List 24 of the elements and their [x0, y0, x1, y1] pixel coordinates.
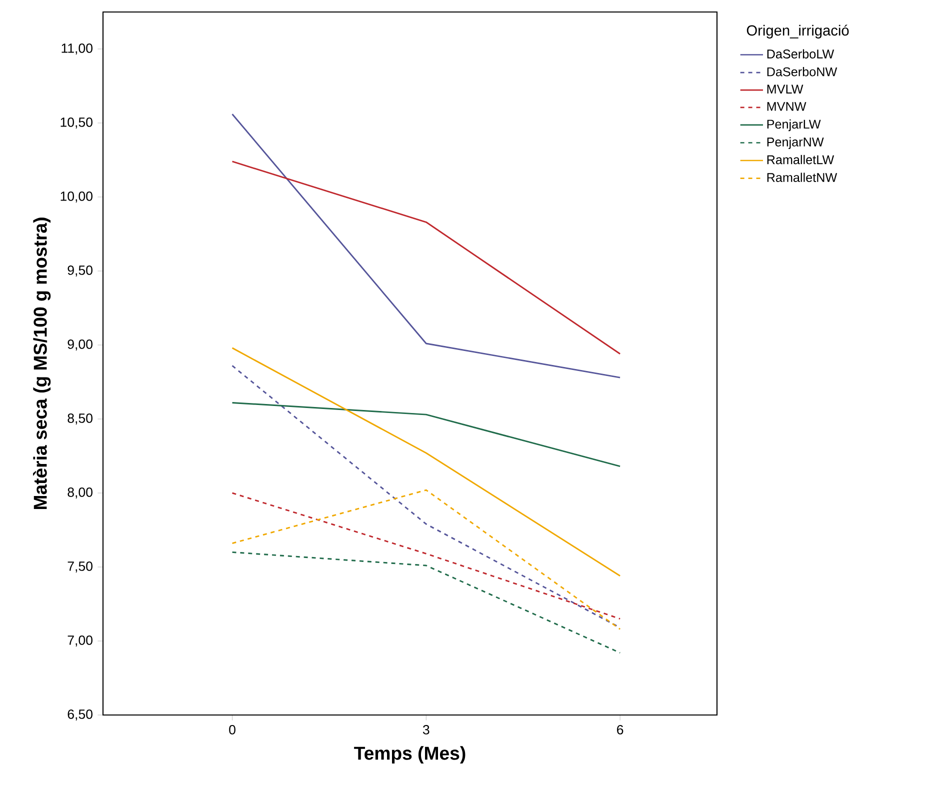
y-tick-label: 8,00 [68, 488, 92, 498]
y-tick-label: 7,50 [68, 562, 92, 572]
legend-label: MVNW [767, 102, 806, 111]
y-tick-label: 9,00 [68, 340, 92, 350]
x-tick-label: 6 [617, 725, 624, 734]
y-axis-title: Matèria seca (g MS/100 g mostra) [33, 218, 51, 510]
x-tick-label: 0 [229, 725, 236, 734]
y-tick-label: 7,00 [68, 636, 92, 646]
legend-label: DaSerboLW [767, 49, 834, 58]
y-tick-label: 10,50 [60, 118, 92, 128]
x-axis-title: Temps (Mes) [354, 746, 466, 764]
y-tick-label: 6,50 [68, 710, 92, 720]
y-tick-label: 9,50 [68, 266, 92, 276]
legend-label: MVLW [767, 84, 804, 94]
y-tick-label: 11,00 [62, 44, 92, 54]
x-tick-label: 3 [422, 725, 430, 734]
legend-label: PenjarLW [767, 119, 821, 132]
y-tick-label: 8,50 [68, 414, 92, 424]
legend-title: Origen_irrigació [746, 24, 849, 38]
legend-label: PenjarNW [767, 137, 824, 149]
legend-label: RamalletNW [767, 172, 838, 182]
y-tick-label: 10,00 [60, 192, 92, 202]
legend-label: RamalletLW [767, 154, 834, 164]
legend-label: DaSerboNW [767, 66, 838, 76]
